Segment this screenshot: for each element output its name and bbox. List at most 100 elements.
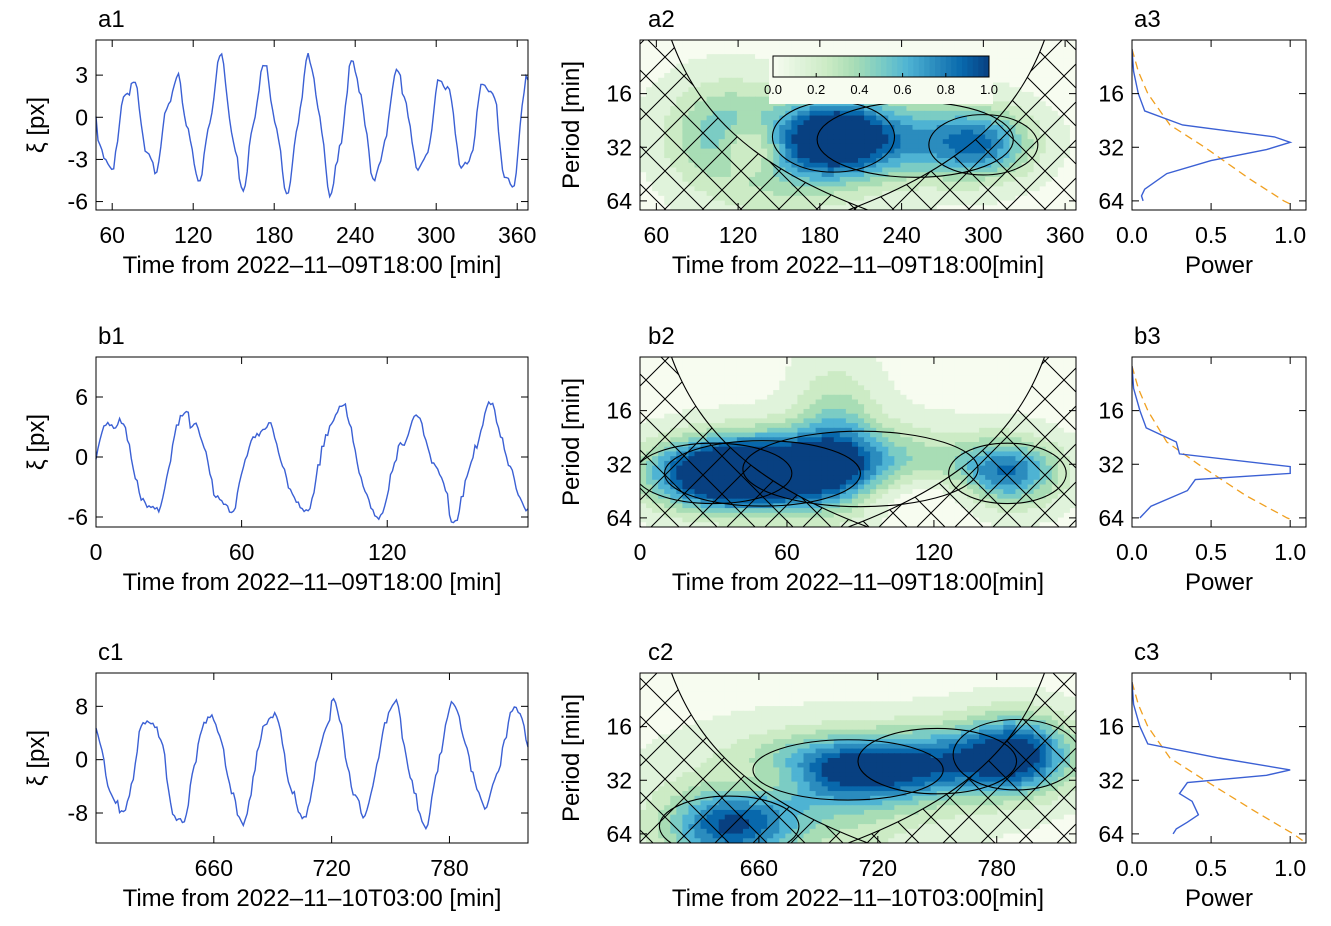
power-cell [809,357,817,363]
power-cell [851,493,859,500]
power-cell [821,432,829,438]
power-cell [845,115,853,121]
power-cell [876,423,883,429]
power-cell [864,479,871,486]
power-cell [791,385,799,391]
power-cell [809,465,817,471]
power-cell [749,437,756,443]
power-cell [979,129,986,136]
power-cell [954,371,962,377]
power-cell [979,371,986,377]
power-cell [942,408,950,415]
power-cell [1027,58,1035,65]
power-cell [755,413,762,419]
power-cell [803,427,811,434]
power-cell [718,77,726,84]
power-cell [948,404,956,410]
power-cell [870,158,877,164]
power-cell [773,394,780,401]
power-cell [688,77,696,84]
power-cell [882,110,889,117]
power-cell [900,375,908,382]
power-cell [845,470,853,476]
power-cell [779,394,786,401]
power-cell [973,134,980,140]
power-cell [900,158,908,164]
power-cell [779,385,786,391]
power-cell [924,158,932,164]
x-tick-label: 300 [417,222,455,248]
power-cell [997,357,1004,363]
power-cell [682,40,690,46]
power-cell [815,385,823,391]
power-cell [894,134,901,140]
power-cell [767,106,774,112]
power-cell [827,40,835,46]
power-cell [864,442,871,448]
power-cell [797,371,805,377]
colorbar-swatch [962,56,968,77]
power-cell [839,366,847,372]
power-cell [815,134,823,140]
power-cell [1009,63,1017,69]
power-cell [1003,361,1010,368]
power-cell [954,437,962,443]
power-cell [797,404,805,410]
power-cell [864,357,871,363]
power-cell [851,40,859,46]
power-cell [815,465,823,471]
power-cell [1003,413,1010,419]
power-cell [803,158,811,164]
power-cell [797,115,805,121]
power-cell [985,120,992,126]
power-cell [791,390,799,396]
power-cell [948,465,956,471]
power-cell [749,427,756,434]
power-cell [688,49,696,55]
power-cell [730,120,738,126]
power-cell [724,366,732,372]
power-cell [803,167,811,173]
power-cell [930,460,938,467]
power-cell [997,49,1004,55]
power-cell [967,451,974,457]
power-cell [845,148,853,154]
power-cell [742,134,750,140]
power-cell [736,427,744,434]
power-cell [755,357,762,363]
power-cell [894,460,901,467]
power-cell [761,139,768,145]
power-cell [876,479,883,486]
power-cell [773,465,780,471]
power-cell [924,394,932,401]
power-cell [749,357,756,363]
power-cell [924,375,932,382]
power-cell [870,385,877,391]
power-cell [706,413,714,419]
power-cell [870,172,877,178]
power-cell [918,366,926,372]
power-cell [742,408,750,415]
y-tick-label: -6 [68,504,88,530]
power-cell [827,361,835,368]
power-cell [924,404,932,410]
power-cell [779,106,786,112]
power-cell [894,390,901,396]
power-cell [791,423,799,429]
power-cell [797,148,805,154]
power-cell [791,172,799,178]
power-cell [791,432,799,438]
power-cell [930,120,938,126]
power-cell [718,371,726,377]
power-cell [833,404,841,410]
power-cell [948,446,956,453]
power-cell [803,385,811,391]
power-cell [924,475,932,481]
power-cell [736,77,744,84]
power-cell [954,120,962,126]
power-cell [761,148,768,154]
power-cell [876,120,883,126]
power-cell [809,437,817,443]
power-cell [773,470,780,476]
power-cell [967,390,974,396]
